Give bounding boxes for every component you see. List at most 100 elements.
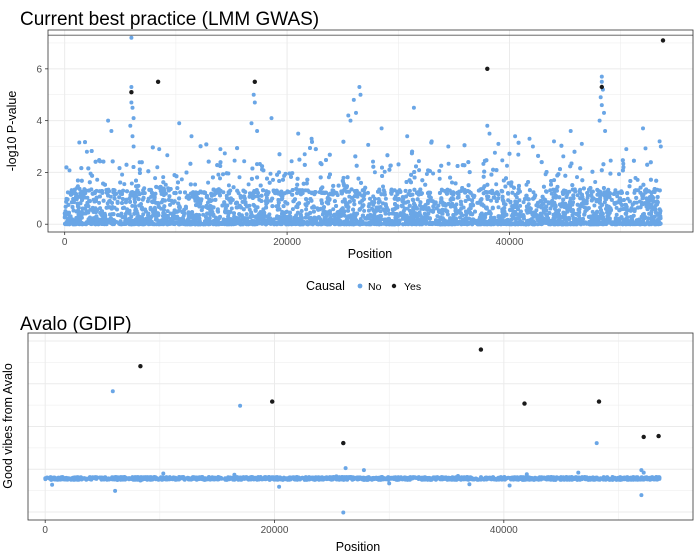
point-no (527, 188, 532, 193)
point-no (549, 179, 554, 183)
point-no (304, 197, 309, 202)
point-no (575, 212, 579, 217)
point-no (87, 180, 92, 185)
point-no (332, 199, 337, 204)
point-no (79, 193, 84, 198)
point-no (255, 175, 260, 180)
point-no (427, 169, 432, 174)
point-no (584, 207, 589, 212)
point-no (120, 197, 125, 201)
point-no (237, 175, 242, 180)
point-no (260, 164, 265, 169)
point-no (536, 153, 541, 158)
point-no (403, 200, 408, 205)
point-no (385, 153, 390, 158)
point-no (235, 188, 240, 193)
point-no (494, 168, 499, 173)
point-no (225, 203, 230, 208)
point-no (410, 149, 415, 154)
point-no (420, 178, 425, 183)
point-no (215, 222, 220, 227)
point-no (295, 191, 300, 196)
point-no (371, 214, 376, 219)
point-no (578, 166, 583, 171)
point-no (329, 192, 334, 197)
point-no (64, 165, 69, 170)
point-no (436, 203, 441, 208)
point-no (591, 196, 596, 201)
point-no (511, 185, 516, 190)
point-no (299, 209, 304, 213)
point-no (362, 208, 367, 213)
point-no (418, 187, 423, 192)
point-no (482, 169, 487, 174)
point-no (572, 149, 577, 154)
point-no (339, 191, 344, 196)
point-no (93, 210, 98, 215)
point-no (264, 195, 269, 200)
point-no (70, 191, 75, 195)
point-no (654, 178, 659, 183)
point-no (122, 215, 127, 220)
point-no (483, 190, 488, 194)
panel1-title: Current best practice (LMM GWAS) (20, 9, 319, 30)
point-no (291, 221, 296, 226)
point-no (139, 205, 144, 210)
point-no (568, 196, 573, 201)
point-no (345, 184, 349, 189)
point-no (526, 197, 531, 202)
point-no (575, 220, 580, 225)
point-no (302, 152, 307, 157)
point-no (366, 213, 371, 218)
point-no (417, 168, 422, 173)
point-no (558, 167, 562, 172)
point-no (601, 162, 606, 167)
point-no (502, 206, 507, 211)
point-no (252, 219, 257, 224)
point-no (409, 172, 414, 177)
point-no (608, 158, 613, 163)
point-no (168, 211, 173, 216)
point-no (419, 191, 424, 196)
point-no (555, 173, 560, 178)
point-no (575, 193, 580, 198)
point-no (426, 211, 431, 216)
point-no (101, 198, 106, 203)
point-no (218, 160, 223, 165)
point-no (418, 203, 422, 208)
point-no (524, 193, 529, 198)
point-no (318, 161, 323, 166)
point-no (207, 197, 212, 202)
point-no (117, 195, 122, 200)
point-no (229, 206, 234, 211)
point-no (544, 213, 549, 218)
point-no (346, 208, 351, 213)
point-no (590, 189, 595, 194)
point-no (623, 222, 628, 227)
point-no (492, 150, 497, 155)
point-no (288, 210, 292, 215)
point-no (380, 174, 385, 178)
point-no (216, 187, 221, 192)
point-no (412, 175, 417, 180)
point-no (536, 204, 541, 209)
point-no (627, 184, 632, 189)
point-no (334, 212, 339, 217)
point-no (641, 193, 645, 198)
point-no (423, 182, 428, 187)
point-no (299, 221, 304, 226)
point-no (111, 218, 116, 223)
point-no (649, 194, 654, 199)
point-no (521, 213, 526, 218)
point-no (304, 181, 309, 186)
point-no (215, 208, 220, 213)
point-no (524, 208, 529, 213)
point-no (235, 146, 240, 151)
point-no (575, 202, 580, 207)
point-no (137, 167, 142, 172)
point-no (250, 166, 255, 171)
point-no (159, 200, 164, 205)
point-no (240, 199, 245, 204)
point-no (593, 180, 598, 184)
point-no (137, 171, 142, 175)
